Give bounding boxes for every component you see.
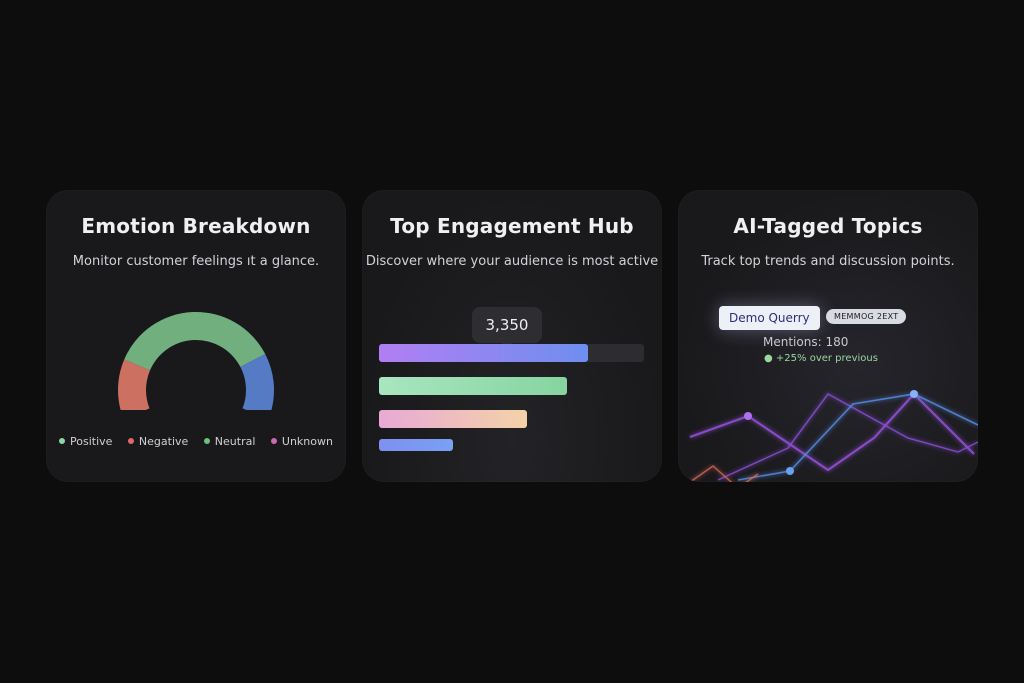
card-subtitle: Track top trends and discussion points. (701, 254, 955, 269)
engagement-bar-4[interactable] (379, 439, 453, 451)
topics-trend-chart[interactable] (678, 330, 978, 482)
legend-item-positive[interactable]: Positive (59, 435, 112, 448)
legend-dot (203, 438, 210, 444)
gauge-segment-negative[interactable] (118, 359, 150, 410)
engagement-bar-3[interactable] (379, 410, 527, 428)
query-chip[interactable]: Demo Querry (719, 306, 820, 330)
legend-dot (59, 438, 66, 444)
legend-label: Positive (70, 435, 113, 448)
legend-dot (127, 438, 134, 444)
card-title: AI-Tagged Topics (733, 214, 923, 238)
legend-item-neutral[interactable]: Neutral (203, 435, 256, 448)
engagement-bar-2[interactable] (379, 377, 567, 395)
trend-dot-icon: ● (764, 353, 773, 364)
change-text: +25% over previous (775, 353, 878, 364)
legend-label: Negative (138, 435, 189, 448)
legend-item-unknown[interactable]: Unknown (270, 435, 333, 448)
trend-point-2[interactable] (786, 467, 794, 475)
card-subtitle: Discover where your audience is most act… (365, 254, 659, 269)
legend-label: Unknown (281, 435, 333, 448)
legend-label: Neutral (214, 435, 256, 448)
card-title: Emotion Breakdown (81, 214, 311, 238)
card-title: Top Engagement Hub (390, 214, 634, 238)
trend-line-orange (689, 465, 759, 482)
mentions-label: Mentions: 180 (763, 335, 849, 349)
secondary-chip[interactable]: MEMMOG 2EXT (826, 309, 907, 324)
trend-line-purple-2 (717, 393, 978, 481)
gauge-segment-positive[interactable] (124, 312, 266, 371)
legend-item-negative[interactable]: Negative (127, 435, 189, 448)
legend-dot (270, 438, 277, 444)
trend-point-1[interactable] (744, 412, 752, 420)
emotion-breakdown-card: Emotion Breakdown Monitor customer feeli… (46, 190, 346, 482)
emotion-legend: Positive Negative Neutral Unknown (46, 435, 346, 448)
trend-line-blue (737, 393, 978, 481)
trend-line-purple (689, 392, 975, 472)
card-subtitle: Monitor customer feelings ıt a glance. (72, 254, 320, 269)
value-tooltip: 3,350 (472, 307, 542, 343)
ai-topics-card: AI-Tagged Topics Track top trends and di… (678, 190, 978, 482)
trend-point-3[interactable] (910, 390, 918, 398)
engagement-hub-card: Top Engagement Hub Discover where your a… (362, 190, 662, 482)
engagement-bar-1[interactable] (379, 344, 588, 362)
gauge-segment-other[interactable] (240, 353, 274, 410)
change-indicator: ● +25% over previous (764, 353, 878, 364)
emotion-gauge[interactable] (106, 290, 286, 410)
